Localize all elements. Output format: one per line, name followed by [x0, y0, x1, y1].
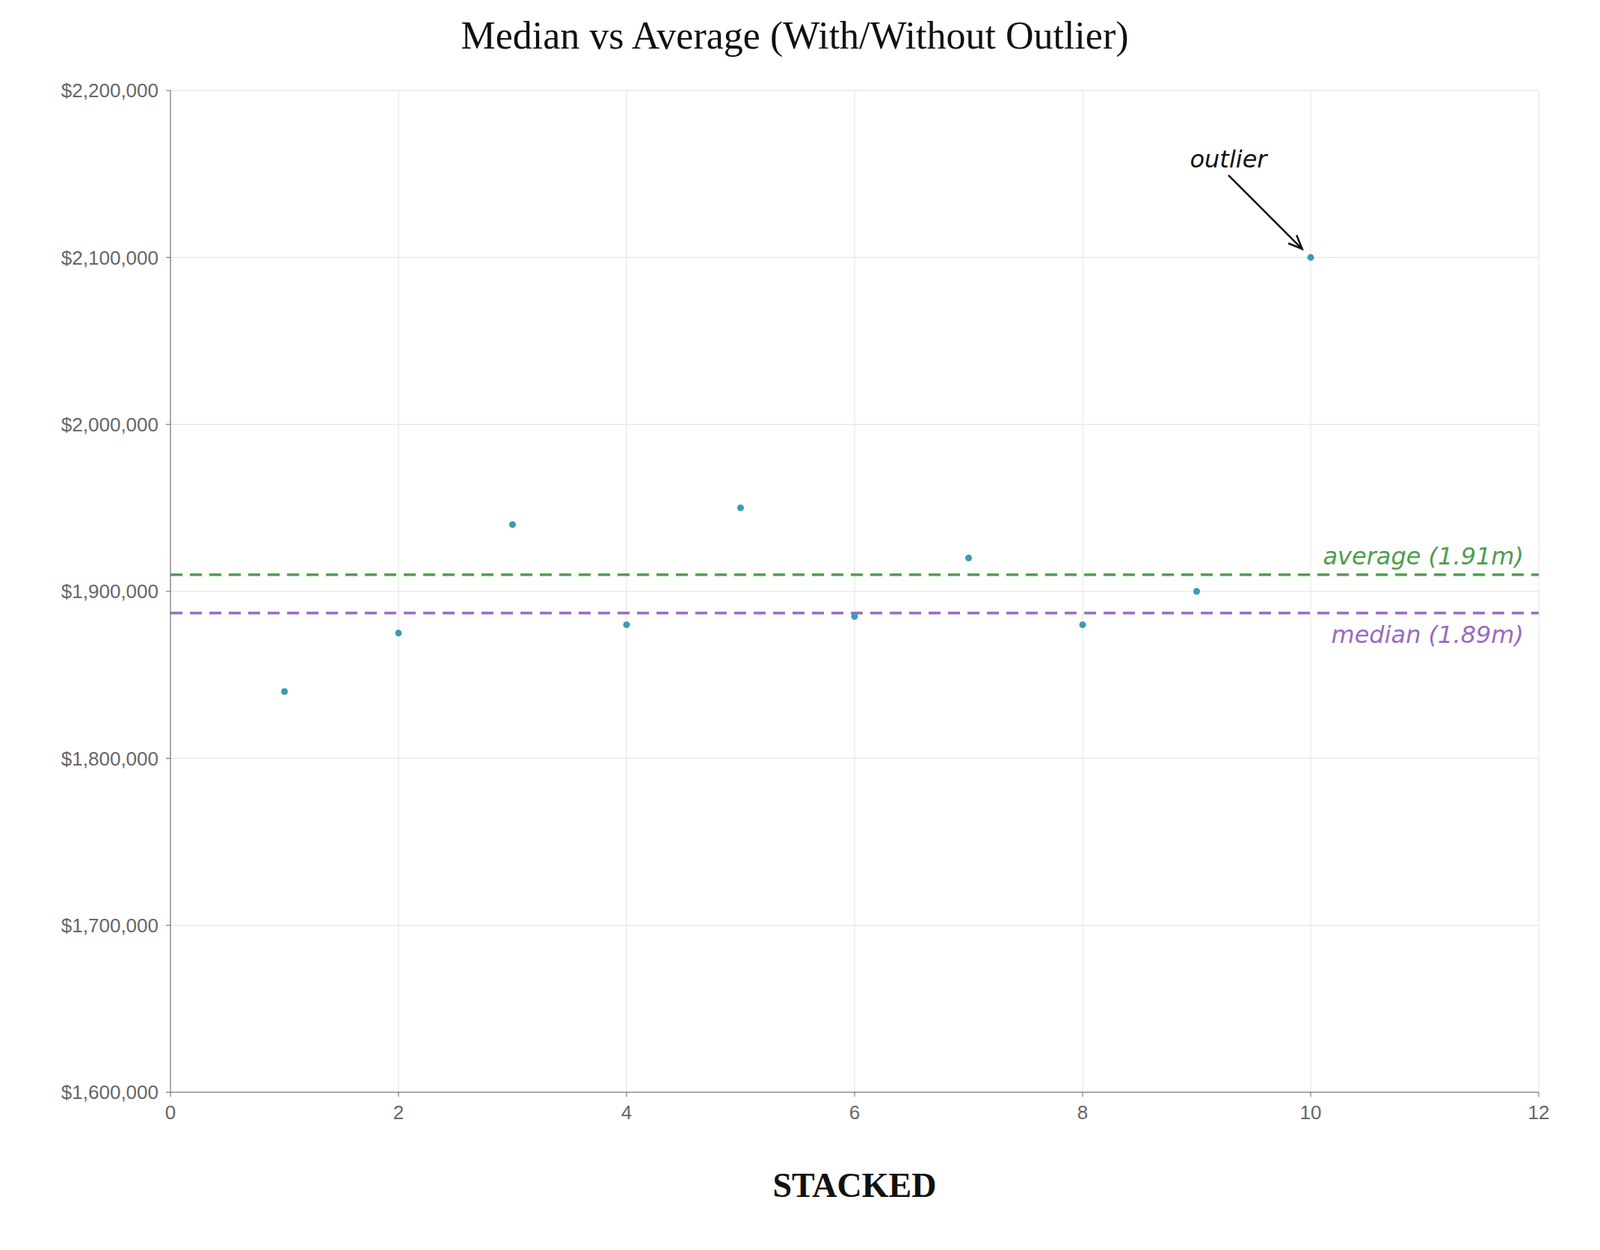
svg-text:4: 4: [621, 1101, 632, 1124]
svg-text:$2,100,000: $2,100,000: [61, 246, 159, 270]
svg-text:median (1.89m): median (1.89m): [1330, 620, 1524, 649]
svg-text:8: 8: [1077, 1101, 1088, 1124]
svg-text:$1,600,000: $1,600,000: [61, 1081, 159, 1104]
svg-text:STACKED: STACKED: [773, 1166, 937, 1205]
svg-text:average (1.91m): average (1.91m): [1322, 542, 1524, 571]
svg-text:$2,200,000: $2,200,000: [61, 79, 159, 102]
svg-text:2: 2: [393, 1101, 404, 1124]
svg-text:$1,900,000: $1,900,000: [61, 580, 159, 603]
svg-text:0: 0: [165, 1101, 176, 1124]
svg-text:10: 10: [1300, 1101, 1322, 1124]
svg-text:$2,000,000: $2,000,000: [61, 413, 159, 436]
svg-text:$1,700,000: $1,700,000: [61, 914, 159, 937]
html-text:Median vs Average (With/Withou: Median vs Average (With/Without Outlier): [460, 14, 1129, 57]
svg-text:6: 6: [849, 1101, 860, 1124]
svg-text:12: 12: [1528, 1101, 1550, 1124]
svg-text:outlier: outlier: [1189, 145, 1269, 174]
svg-text:$1,800,000: $1,800,000: [61, 747, 159, 771]
